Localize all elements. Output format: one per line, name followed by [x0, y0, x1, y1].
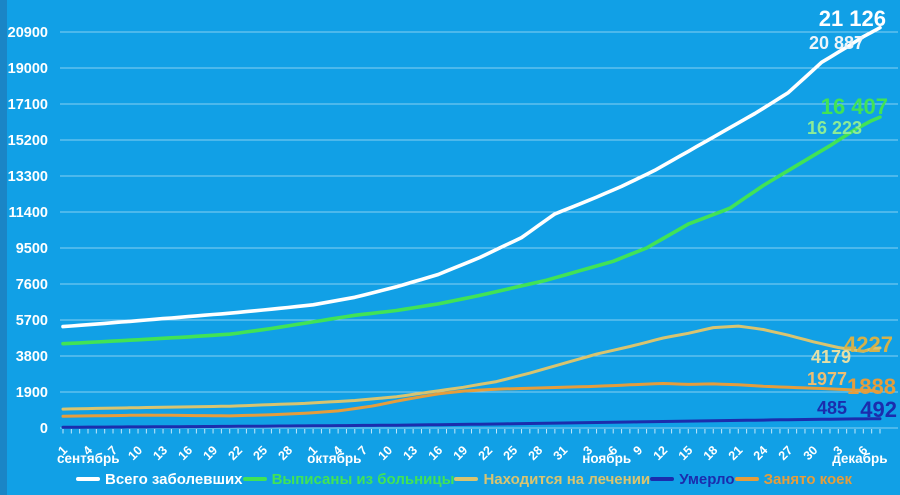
x-axis-tick-label: 12 [651, 443, 671, 463]
month-label: сентябрь [57, 451, 120, 466]
chart-legend: Всего заболевших Выписаны из больницы Нахо… [0, 466, 900, 492]
y-axis-tick-label: 11400 [8, 205, 48, 221]
x-axis-tick-label: 13 [150, 443, 170, 463]
x-axis-tick-label: 28 [275, 443, 295, 463]
legend-label: Находится на лечении [483, 470, 651, 488]
x-axis-tick-label: 22 [476, 443, 496, 463]
series-prev-value-label: 4179 [811, 347, 851, 367]
series-last-value-label: 492 [860, 397, 897, 422]
x-axis-tick-label: 9 [631, 443, 646, 458]
legend-label: Всего заболевших [105, 470, 243, 488]
legend-dash-icon [454, 477, 479, 481]
legend-label: Выписаны из больницы [271, 470, 455, 488]
legend-dash-icon [650, 477, 675, 481]
series-line-2 [61, 324, 882, 411]
legend-label: Занято коек [763, 470, 852, 488]
month-label: декабрь [832, 451, 887, 466]
x-axis-tick-label: 13 [400, 443, 420, 463]
legend-item: Находится на лечении [454, 471, 650, 488]
legend-item: Выписаны из больницы [242, 470, 455, 488]
y-axis-tick-label: 7600 [16, 277, 48, 293]
x-axis-tick-label: 19 [200, 443, 220, 463]
y-axis-tick-label: 3800 [16, 349, 48, 365]
x-axis-tick-label: 24 [751, 443, 771, 463]
y-axis-tick-label: 17100 [8, 97, 48, 113]
series-last-value-label: 16 407 [821, 94, 888, 119]
legend-item: Всего заболевших [76, 471, 243, 488]
x-axis-tick-label: 25 [501, 443, 521, 463]
legend-item: Умерло [650, 470, 735, 488]
chart-plot-area: 0 1900 3800 5700 7600 9500 11400 13300 15200 1710… [8, 6, 898, 466]
x-axis-tick-label: 16 [426, 443, 446, 463]
month-label: октябрь [307, 451, 361, 466]
x-axis-tick-label: 15 [676, 443, 696, 463]
x-axis-tick-label: 27 [776, 443, 796, 463]
series-prev-value-label: 16 223 [807, 118, 862, 138]
x-axis-tick-label: 16 [175, 443, 195, 463]
x-axis-tick-label: 25 [250, 443, 270, 463]
x-axis-tick-label: 30 [801, 443, 821, 463]
series-last-value-label: 4227 [844, 332, 893, 357]
x-axis-tick-label: 22 [225, 443, 245, 463]
x-axis-tick-label: 19 [451, 443, 471, 463]
series-line-4 [61, 382, 882, 418]
series-prev-value-label: 485 [817, 398, 847, 418]
legend-dash-icon [734, 477, 759, 481]
left-edge-strip [0, 0, 7, 495]
y-axis-tick-label: 13300 [8, 169, 48, 185]
series-prev-value-label: 20 887 [809, 33, 864, 53]
legend-dash-icon [242, 477, 267, 481]
series-last-value-label: 21 126 [819, 6, 886, 31]
series-last-value-label: 1888 [847, 374, 896, 399]
series-line-3 [61, 417, 882, 429]
x-axis-tick-label: 21 [726, 443, 746, 463]
month-label: ноябрь [582, 451, 631, 466]
y-axis-tick-label: 9500 [16, 241, 48, 257]
x-axis-tick-label: 10 [375, 443, 395, 463]
y-axis-tick-label: 0 [40, 421, 48, 437]
y-axis-tick-label: 19000 [8, 61, 48, 77]
y-axis-tick-label: 5700 [16, 313, 48, 329]
x-axis-tick-label: 28 [526, 443, 546, 463]
legend-dash-icon [76, 477, 100, 481]
series-line-0 [61, 25, 882, 329]
series-line-1 [61, 115, 882, 346]
x-axis-tick-label: 18 [701, 443, 721, 463]
x-axis-tick-label: 31 [551, 443, 571, 463]
series-prev-value-label: 1977 [807, 369, 847, 389]
y-axis-tick-label: 1900 [16, 385, 48, 401]
legend-item: Занято коек [734, 470, 852, 488]
y-axis-tick-label: 15200 [8, 133, 48, 149]
legend-label: Умерло [679, 470, 735, 488]
y-axis-tick-label: 20900 [8, 25, 48, 41]
x-axis-tick-label: 10 [125, 443, 145, 463]
